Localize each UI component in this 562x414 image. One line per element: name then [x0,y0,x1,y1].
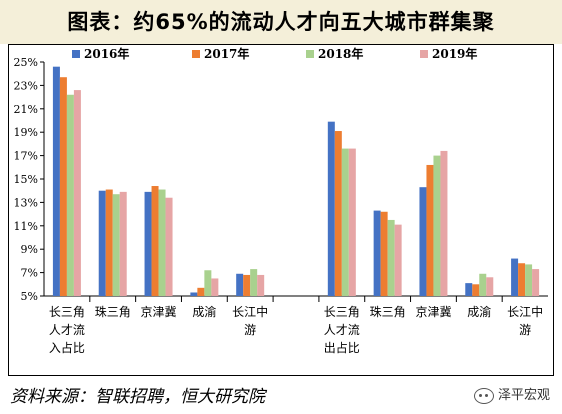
x-tick-label: 长江中 [507,304,543,319]
x-tick-label: 京津冀 [141,305,177,319]
bar [250,269,258,296]
bar [98,190,106,296]
bar [373,210,381,296]
x-tick-label: 游 [519,323,531,337]
y-tick-label: 15% [14,173,38,186]
bar [144,191,152,296]
x-tick-label: 入占比 [49,340,85,355]
legend-swatch [420,50,428,58]
title-band [0,0,562,44]
legend-label: 2017年 [204,46,249,61]
bar [525,264,533,296]
bar [66,94,74,296]
page-title: 图表：约65%的流动人才向五大城市群集聚 [67,10,495,34]
bar [511,258,519,296]
y-tick-label: 7% [21,267,38,280]
bar [211,278,219,296]
bar [327,121,335,296]
x-tick-label: 人才流 [324,323,360,337]
bar [236,273,244,296]
bar [387,219,395,296]
y-tick-label: 13% [14,196,38,209]
bar [419,187,427,296]
y-tick-label: 23% [14,79,38,92]
bar [394,224,402,296]
y-tick-label: 9% [21,243,38,256]
bar [440,150,448,296]
bar [73,90,81,296]
legend-swatch [192,50,200,58]
x-tick-label: 长江中 [232,304,268,319]
bar [486,277,494,296]
x-tick-label: 京津冀 [415,305,451,319]
bar [426,164,434,296]
y-tick-label: 21% [14,103,38,116]
watermark-text: 泽平宏观 [497,388,550,403]
bar [532,269,540,296]
legend-swatch [306,50,314,58]
bar [105,189,113,296]
bar [479,273,487,296]
watermark: 泽平宏观 [473,384,550,404]
bar [433,155,441,296]
x-tick-label: 长三角 [324,305,360,319]
bar [119,191,127,296]
y-tick-label: 25% [14,56,38,69]
bar [380,211,388,296]
y-tick-label: 19% [14,126,38,139]
y-tick-label: 11% [14,220,38,233]
bar [151,186,159,296]
chart-frame [8,44,554,376]
wechat-icon [473,387,494,404]
legend-label: 2016年 [84,46,129,61]
y-tick-label: 5% [21,290,38,303]
bar [158,189,166,296]
y-tick-label: 17% [14,150,38,163]
bar [204,270,212,296]
legend-label: 2019年 [432,46,477,61]
bar [197,287,205,296]
x-tick-label: 成渝 [192,304,216,319]
bar [112,194,120,296]
x-tick-label: 珠三角 [370,305,406,319]
bar [472,284,480,296]
x-tick-label: 人才流 [49,323,85,337]
bar [52,66,60,297]
legend-label: 2018年 [318,46,363,61]
x-tick-label: 成渝 [467,304,491,319]
bar [59,77,67,297]
x-tick-label: 珠三角 [95,305,131,319]
bar [165,197,173,296]
x-tick-label: 游 [244,323,256,337]
bar [243,274,251,296]
bar [465,283,473,296]
x-tick-label: 长三角 [49,305,85,319]
bar [518,263,526,296]
bar [348,148,356,296]
legend-swatch [72,50,80,58]
x-tick-label: 出占比 [324,340,360,355]
bar [257,274,265,296]
bar [190,292,198,296]
source-note: 资料来源：智联招聘，恒大研究院 [10,387,265,407]
bar [334,131,342,296]
bar [341,148,349,296]
